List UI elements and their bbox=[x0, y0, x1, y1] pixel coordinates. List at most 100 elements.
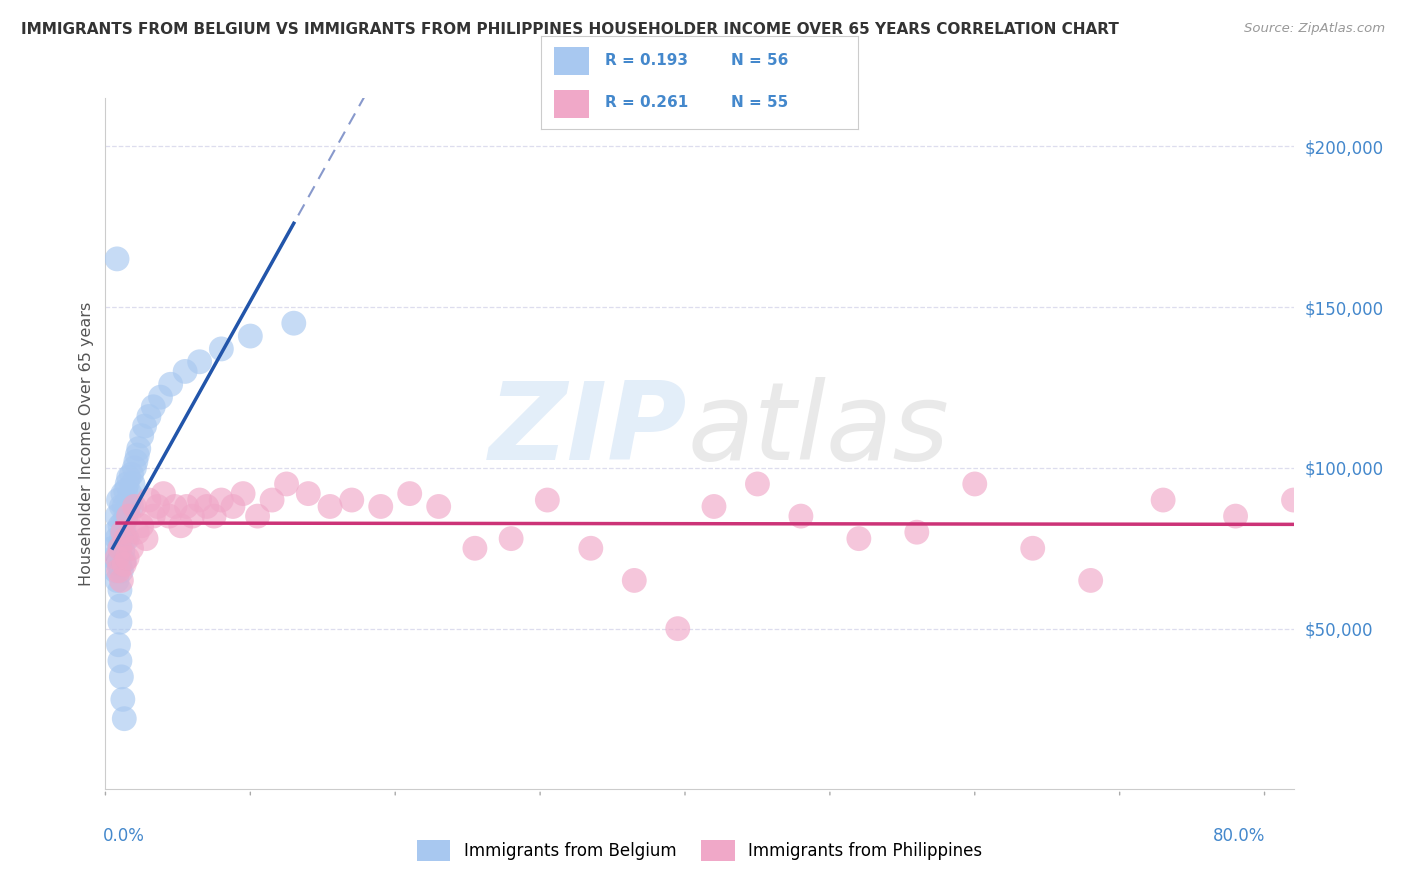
Point bbox=[146, 500, 169, 514]
Point bbox=[110, 670, 132, 684]
Point bbox=[120, 486, 142, 500]
Point bbox=[174, 364, 197, 378]
Text: R = 0.193: R = 0.193 bbox=[605, 53, 688, 68]
Point bbox=[276, 477, 298, 491]
Point bbox=[111, 486, 134, 500]
Point bbox=[124, 461, 146, 475]
Point bbox=[114, 512, 136, 526]
Text: IMMIGRANTS FROM BELGIUM VS IMMIGRANTS FROM PHILIPPINES HOUSEHOLDER INCOME OVER 6: IMMIGRANTS FROM BELGIUM VS IMMIGRANTS FR… bbox=[21, 22, 1119, 37]
Point bbox=[105, 509, 128, 524]
Text: atlas: atlas bbox=[688, 377, 949, 483]
Point bbox=[108, 654, 131, 668]
Point bbox=[427, 500, 450, 514]
Point bbox=[105, 574, 128, 588]
Point bbox=[170, 518, 193, 533]
Point bbox=[149, 390, 172, 404]
Point bbox=[848, 532, 870, 546]
Point bbox=[138, 409, 160, 424]
Point bbox=[232, 486, 254, 500]
Point bbox=[163, 500, 186, 514]
Point bbox=[666, 622, 689, 636]
Point bbox=[138, 493, 160, 508]
Point bbox=[117, 500, 139, 514]
Point bbox=[110, 574, 132, 588]
Point bbox=[110, 532, 132, 546]
Point bbox=[131, 518, 153, 533]
Point bbox=[117, 470, 139, 484]
Point bbox=[112, 558, 135, 572]
Point bbox=[1282, 493, 1305, 508]
Point bbox=[176, 500, 198, 514]
Point bbox=[107, 638, 129, 652]
Point bbox=[142, 400, 165, 414]
FancyBboxPatch shape bbox=[554, 90, 589, 118]
Point bbox=[110, 500, 132, 514]
FancyBboxPatch shape bbox=[554, 47, 589, 75]
Point bbox=[110, 564, 132, 578]
Point bbox=[623, 574, 645, 588]
Point bbox=[188, 355, 211, 369]
Point bbox=[239, 329, 262, 343]
Text: N = 55: N = 55 bbox=[731, 95, 789, 110]
Point bbox=[131, 428, 153, 442]
Point bbox=[103, 550, 125, 565]
Point bbox=[108, 541, 131, 556]
Text: R = 0.261: R = 0.261 bbox=[605, 95, 688, 110]
Point bbox=[464, 541, 486, 556]
Point bbox=[579, 541, 602, 556]
Point bbox=[117, 509, 139, 524]
Point bbox=[101, 541, 124, 556]
Y-axis label: Householder Income Over 65 years: Householder Income Over 65 years bbox=[79, 301, 94, 586]
Point bbox=[108, 558, 131, 572]
Point bbox=[1152, 493, 1174, 508]
Point bbox=[107, 564, 129, 578]
Legend: Immigrants from Belgium, Immigrants from Philippines: Immigrants from Belgium, Immigrants from… bbox=[418, 840, 981, 861]
Point bbox=[209, 342, 232, 356]
Point bbox=[747, 477, 769, 491]
Point bbox=[195, 500, 218, 514]
Point bbox=[114, 483, 136, 498]
Point bbox=[319, 500, 342, 514]
Point bbox=[125, 454, 148, 468]
Point bbox=[1225, 509, 1247, 524]
Point bbox=[115, 477, 138, 491]
Point bbox=[105, 550, 128, 565]
Text: N = 56: N = 56 bbox=[731, 53, 789, 68]
Point bbox=[370, 500, 392, 514]
Point bbox=[1022, 541, 1045, 556]
Point bbox=[121, 541, 143, 556]
Text: Source: ZipAtlas.com: Source: ZipAtlas.com bbox=[1244, 22, 1385, 36]
Point bbox=[124, 500, 146, 514]
Point bbox=[159, 377, 181, 392]
Point bbox=[122, 477, 145, 491]
Point bbox=[963, 477, 986, 491]
Point bbox=[1080, 574, 1102, 588]
Point bbox=[209, 493, 232, 508]
Point bbox=[111, 544, 134, 558]
Point bbox=[108, 518, 131, 533]
Point bbox=[905, 525, 928, 540]
Point bbox=[297, 486, 319, 500]
Point bbox=[111, 516, 134, 530]
Point bbox=[121, 467, 143, 482]
Point bbox=[703, 500, 725, 514]
Point bbox=[108, 583, 131, 598]
Point bbox=[112, 712, 135, 726]
Point bbox=[114, 532, 136, 546]
Point bbox=[222, 500, 245, 514]
Point bbox=[115, 532, 138, 546]
Text: 0.0%: 0.0% bbox=[103, 828, 145, 846]
Point bbox=[104, 564, 127, 578]
Point bbox=[112, 554, 135, 568]
Point bbox=[107, 558, 129, 572]
Point bbox=[108, 538, 131, 552]
Point bbox=[128, 442, 150, 456]
Point bbox=[112, 525, 135, 540]
Point bbox=[108, 599, 131, 614]
Point bbox=[104, 525, 127, 540]
Point bbox=[105, 532, 128, 546]
Point bbox=[135, 532, 157, 546]
Point bbox=[127, 525, 149, 540]
Point bbox=[262, 493, 284, 508]
Point bbox=[536, 493, 558, 508]
